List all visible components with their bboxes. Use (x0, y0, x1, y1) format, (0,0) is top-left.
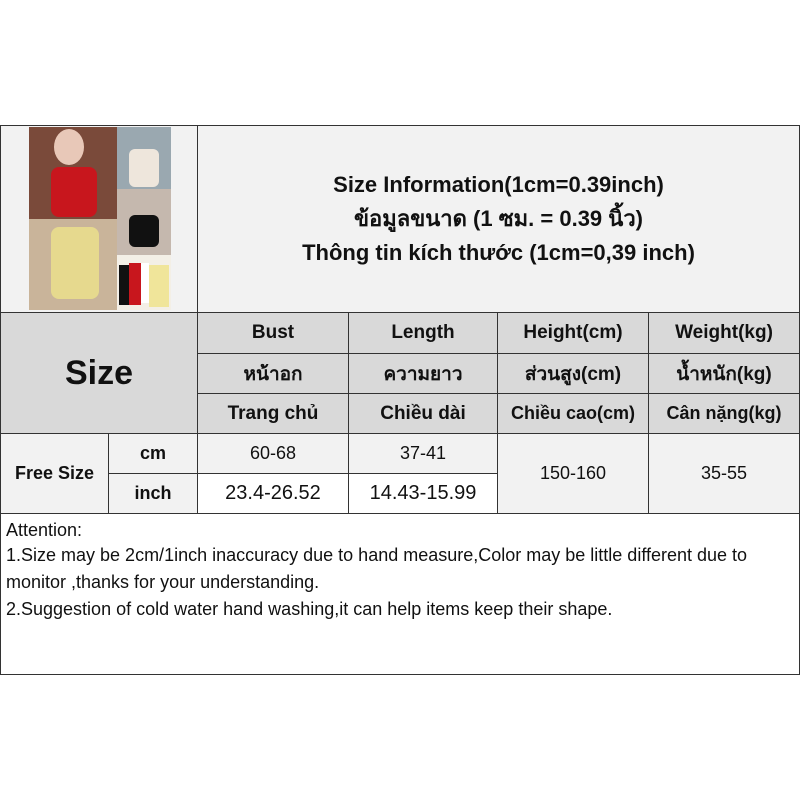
length-cm-value: 37-41 (348, 433, 498, 474)
size-info-title: Size Information(1cm=0.39inch) ข้อมูลขนา… (197, 125, 800, 313)
title-thai: ข้อมูลขนาด (1 ซม. = 0.39 นิ้ว) (353, 206, 643, 231)
header-height-th: ส่วนสูง(cm) (497, 353, 649, 394)
length-inch-value: 14.43-15.99 (348, 473, 498, 514)
header-bust-en: Bust (197, 312, 349, 354)
header-length-vi: Chiều dài (348, 393, 498, 434)
note-1: 1.Size may be 2cm/1inch inaccuracy due t… (6, 545, 748, 592)
header-length-en: Length (348, 312, 498, 354)
unit-cm: cm (108, 433, 198, 474)
unit-inch: inch (108, 473, 198, 514)
header-length-th: ความยาว (348, 353, 498, 394)
header-bust-th: หน้าอก (197, 353, 349, 394)
header-weight-vi: Cân nặng(kg) (648, 393, 800, 434)
header-height-vi: Chiều cao(cm) (497, 393, 649, 434)
attention-notes: Attention: 1.Size may be 2cm/1inch inacc… (0, 513, 800, 675)
weight-value: 35-55 (648, 433, 800, 514)
note-2: 2.Suggestion of cold water hand washing,… (6, 599, 613, 619)
header-weight-en: Weight(kg) (648, 312, 800, 354)
notes-heading: Attention: (6, 520, 83, 540)
size-header: Size (0, 312, 198, 434)
header-bust-vi: Trang chủ (197, 393, 349, 434)
title-english: Size Information(1cm=0.39inch) (333, 172, 664, 197)
free-size-label: Free Size (0, 433, 109, 514)
bust-inch-value: 23.4-26.52 (197, 473, 349, 514)
height-value: 150-160 (497, 433, 649, 514)
header-height-en: Height(cm) (497, 312, 649, 354)
bust-cm-value: 60-68 (197, 433, 349, 474)
header-weight-th: น้ำหนัก(kg) (648, 353, 800, 394)
title-vietnamese: Thông tin kích thước (1cm=0,39 inch) (302, 240, 695, 265)
product-photo-collage (29, 127, 171, 310)
